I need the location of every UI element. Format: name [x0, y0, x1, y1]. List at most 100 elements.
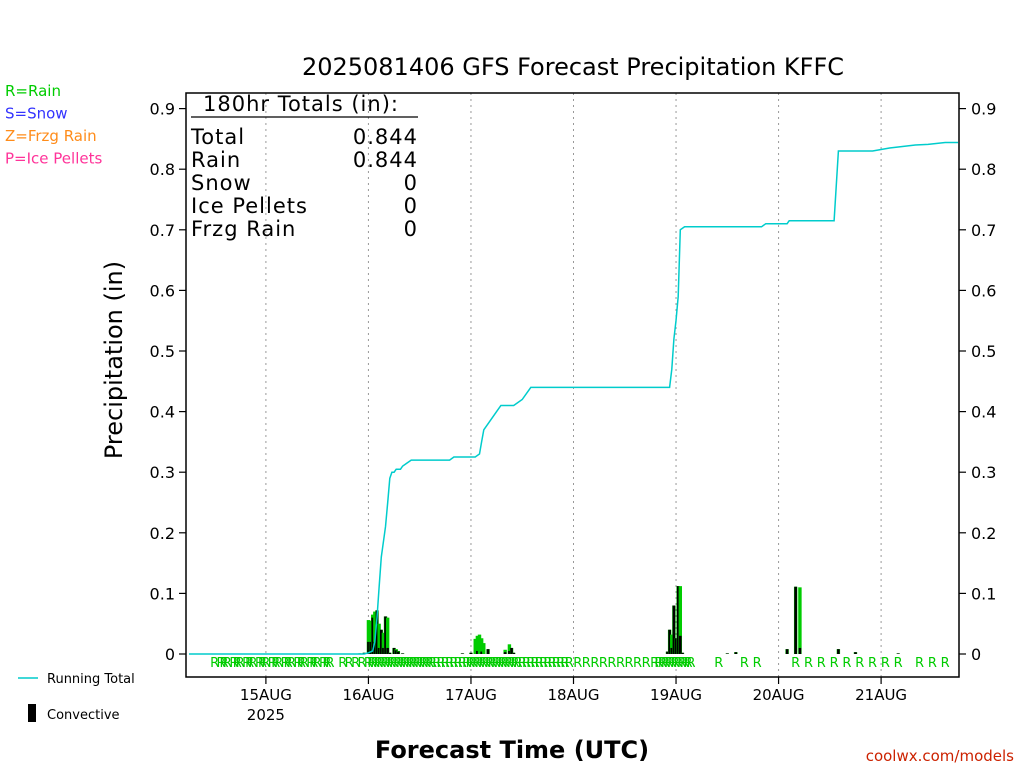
ptype-marker: R [428, 656, 437, 671]
convective-bar [666, 651, 669, 654]
ptype-marker: R [229, 656, 238, 671]
ptype-marker: R [928, 656, 937, 671]
ptype-marker: R [830, 656, 839, 671]
convective-bar [512, 652, 515, 654]
ptype-marker: R [242, 656, 251, 671]
ptype-marker: R [374, 656, 383, 671]
ptype-marker: R [915, 656, 924, 671]
ptype-marker: R [513, 656, 522, 671]
ptype-marker: R [565, 656, 574, 671]
ptype-marker: R [223, 656, 232, 671]
convective-bar [508, 650, 511, 654]
precip-bar [368, 620, 373, 654]
ptype-marker: R [485, 656, 494, 671]
ptype-marker: R [449, 656, 458, 671]
x-tick-label-6: 21AUG [855, 686, 907, 704]
precip-bar [366, 620, 371, 654]
x-tick-label-1: 16AUG [342, 686, 394, 704]
y-tick-label-right-5: 0.5 [971, 342, 996, 361]
totals-value: 0.844 [353, 125, 418, 149]
ptype-marker: R [881, 656, 890, 671]
ptype-marker: R [573, 656, 582, 671]
convective-bar [401, 653, 404, 654]
ptype-marker: R [458, 656, 467, 671]
y-tick-label-right-0: 0 [971, 645, 981, 664]
ptype-marker: R [481, 656, 490, 671]
ptype-marker: R [714, 656, 723, 671]
ptype-marker: R [309, 656, 318, 671]
y-axis-right: 0 0.1 0.2 0.3 0.4 0.5 0.6 0.7 0.8 0.9 [959, 100, 996, 664]
grid-lines [265, 93, 882, 677]
ptype-marker: R [370, 656, 379, 671]
ptype-marker: R [469, 656, 478, 671]
legend-label-running-total: Running Total [47, 672, 135, 687]
ptype-marker: R [210, 656, 219, 671]
ptype-marker: R [522, 656, 531, 671]
ptype-marker: R [367, 656, 376, 671]
totals-box: 180hr Totals (in): Total 0.844 Rain 0.844 Sno… [190, 92, 418, 241]
convective-bar [394, 650, 398, 654]
ptype-marker: R [390, 656, 399, 671]
convective-bar [369, 641, 372, 654]
ptype-marker: R [236, 656, 245, 671]
convective-bar [679, 635, 682, 654]
ptype-marker: R [284, 656, 293, 671]
convective-bar [392, 647, 396, 654]
ptype-marker: R [677, 656, 686, 671]
ptype-marker: R [268, 656, 277, 671]
ptype-marker: R [894, 656, 903, 671]
ptype-marker: R [526, 656, 535, 671]
ptype-marker: R [868, 656, 877, 671]
ptype-marker: R [415, 656, 424, 671]
convective-bar [794, 586, 797, 654]
convective-bar [726, 653, 729, 654]
ptype-marker: R [543, 656, 552, 671]
ptype-marker: R [804, 656, 813, 671]
ptype-marker: R [842, 656, 851, 671]
ptype-marker: R [510, 656, 519, 671]
ptype-marker: R [633, 656, 642, 671]
ptype-marker: R [740, 656, 749, 671]
convective-bar [397, 651, 400, 654]
ptype-marker: R [255, 656, 264, 671]
convective-bar [386, 647, 389, 654]
ptype-marker: R [661, 656, 670, 671]
totals-label: Ice Pellets [191, 194, 308, 218]
legend-bar-swatch [28, 704, 36, 722]
ptype-marker: R [475, 656, 484, 671]
x-tick-label-0: 15AUG [240, 686, 292, 704]
ptype-marker: R [220, 656, 229, 671]
ptype-marker: R [383, 656, 392, 671]
convective-bar [676, 586, 680, 654]
ptype-marker: R [380, 656, 389, 671]
ptype-marker: R [322, 656, 331, 671]
ptype-marker: R [498, 656, 507, 671]
ptype-marker: R [445, 656, 454, 671]
ptype-marker: R [535, 656, 544, 671]
ptype-marker: R [504, 656, 513, 671]
ptype-marker: R [753, 656, 762, 671]
ptype-marker: R [422, 656, 431, 671]
ptype-marker: R [518, 656, 527, 671]
convective-bar [734, 652, 738, 654]
legend-item-2: Z=Frzg Rain [5, 127, 97, 145]
ptype-marker: R [539, 656, 548, 671]
ptype-marker: R [642, 656, 651, 671]
x-tick-label-3: 18AUG [548, 686, 600, 704]
y-tick-label-left-8: 0.8 [150, 160, 175, 179]
convective-bar [510, 647, 513, 654]
ptype-marker: R [491, 656, 500, 671]
precip-bar [473, 638, 477, 654]
totals-label: Snow [191, 171, 252, 195]
ptype-marker: R [274, 656, 283, 671]
x-tick-label-2: 17AUG [445, 686, 497, 704]
ptype-marker: R [293, 656, 302, 671]
totals-label: Frzg Rain [191, 217, 296, 241]
x-axis-label: Forecast Time (UTC) [375, 736, 649, 764]
precip-bar [381, 632, 386, 654]
ptype-marker: R [387, 656, 396, 671]
ptype-marker: R [402, 656, 411, 671]
convective-bar [375, 610, 379, 654]
ptype-marker: R [437, 656, 446, 671]
